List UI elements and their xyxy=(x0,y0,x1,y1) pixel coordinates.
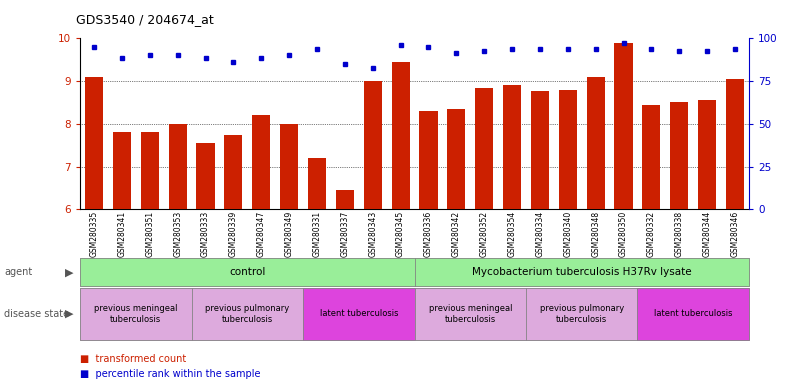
Text: ▶: ▶ xyxy=(66,309,74,319)
Text: agent: agent xyxy=(4,267,32,277)
Text: latent tuberculosis: latent tuberculosis xyxy=(654,310,732,318)
Text: GSM280332: GSM280332 xyxy=(647,210,656,257)
Text: previous pulmonary
tuberculosis: previous pulmonary tuberculosis xyxy=(205,304,289,324)
Text: GSM280349: GSM280349 xyxy=(284,210,294,257)
Bar xyxy=(559,90,577,209)
Bar xyxy=(85,77,103,209)
Text: GSM280348: GSM280348 xyxy=(591,210,600,257)
Bar xyxy=(475,88,493,209)
Text: GSM280336: GSM280336 xyxy=(424,210,433,257)
Text: GSM280351: GSM280351 xyxy=(145,210,155,257)
Bar xyxy=(447,109,465,209)
Bar xyxy=(141,132,159,209)
Text: GSM280343: GSM280343 xyxy=(368,210,377,257)
Bar xyxy=(726,79,744,209)
Bar xyxy=(614,43,633,209)
Bar xyxy=(336,190,354,209)
Text: latent tuberculosis: latent tuberculosis xyxy=(320,310,398,318)
Text: ■  percentile rank within the sample: ■ percentile rank within the sample xyxy=(80,369,260,379)
Text: GSM280334: GSM280334 xyxy=(535,210,545,257)
Bar xyxy=(698,100,716,209)
Bar xyxy=(503,85,521,209)
Text: GSM280354: GSM280354 xyxy=(508,210,517,257)
Bar xyxy=(642,104,661,209)
Text: GSM280342: GSM280342 xyxy=(452,210,461,257)
Text: GSM280333: GSM280333 xyxy=(201,210,210,257)
Text: GSM280338: GSM280338 xyxy=(674,210,684,257)
Text: ▶: ▶ xyxy=(66,267,74,277)
Text: GSM280344: GSM280344 xyxy=(702,210,711,257)
Text: GSM280345: GSM280345 xyxy=(396,210,405,257)
Text: disease state: disease state xyxy=(4,309,69,319)
Text: GSM280352: GSM280352 xyxy=(480,210,489,257)
Text: Mycobacterium tuberculosis H37Rv lysate: Mycobacterium tuberculosis H37Rv lysate xyxy=(472,267,691,277)
Text: GSM280346: GSM280346 xyxy=(731,210,739,257)
Bar xyxy=(224,134,243,209)
Text: GSM280340: GSM280340 xyxy=(563,210,572,257)
Bar xyxy=(531,91,549,209)
Bar xyxy=(196,143,215,209)
Bar xyxy=(280,124,298,209)
Bar xyxy=(364,81,382,209)
Bar xyxy=(670,103,688,209)
Text: GSM280350: GSM280350 xyxy=(619,210,628,257)
Text: previous pulmonary
tuberculosis: previous pulmonary tuberculosis xyxy=(540,304,624,324)
Text: GDS3540 / 204674_at: GDS3540 / 204674_at xyxy=(76,13,214,26)
Text: GSM280339: GSM280339 xyxy=(229,210,238,257)
Text: GSM280335: GSM280335 xyxy=(90,210,99,257)
Text: GSM280353: GSM280353 xyxy=(173,210,182,257)
Bar xyxy=(113,132,131,209)
Text: GSM280337: GSM280337 xyxy=(340,210,349,257)
Text: GSM280341: GSM280341 xyxy=(118,210,127,257)
Bar xyxy=(168,124,187,209)
Text: previous meningeal
tuberculosis: previous meningeal tuberculosis xyxy=(94,304,178,324)
Bar xyxy=(392,62,409,209)
Bar xyxy=(252,115,270,209)
Text: control: control xyxy=(229,267,265,277)
Text: ■  transformed count: ■ transformed count xyxy=(80,354,187,364)
Bar xyxy=(420,111,437,209)
Bar xyxy=(308,158,326,209)
Text: GSM280347: GSM280347 xyxy=(257,210,266,257)
Text: previous meningeal
tuberculosis: previous meningeal tuberculosis xyxy=(429,304,512,324)
Bar xyxy=(586,77,605,209)
Text: GSM280331: GSM280331 xyxy=(312,210,321,257)
